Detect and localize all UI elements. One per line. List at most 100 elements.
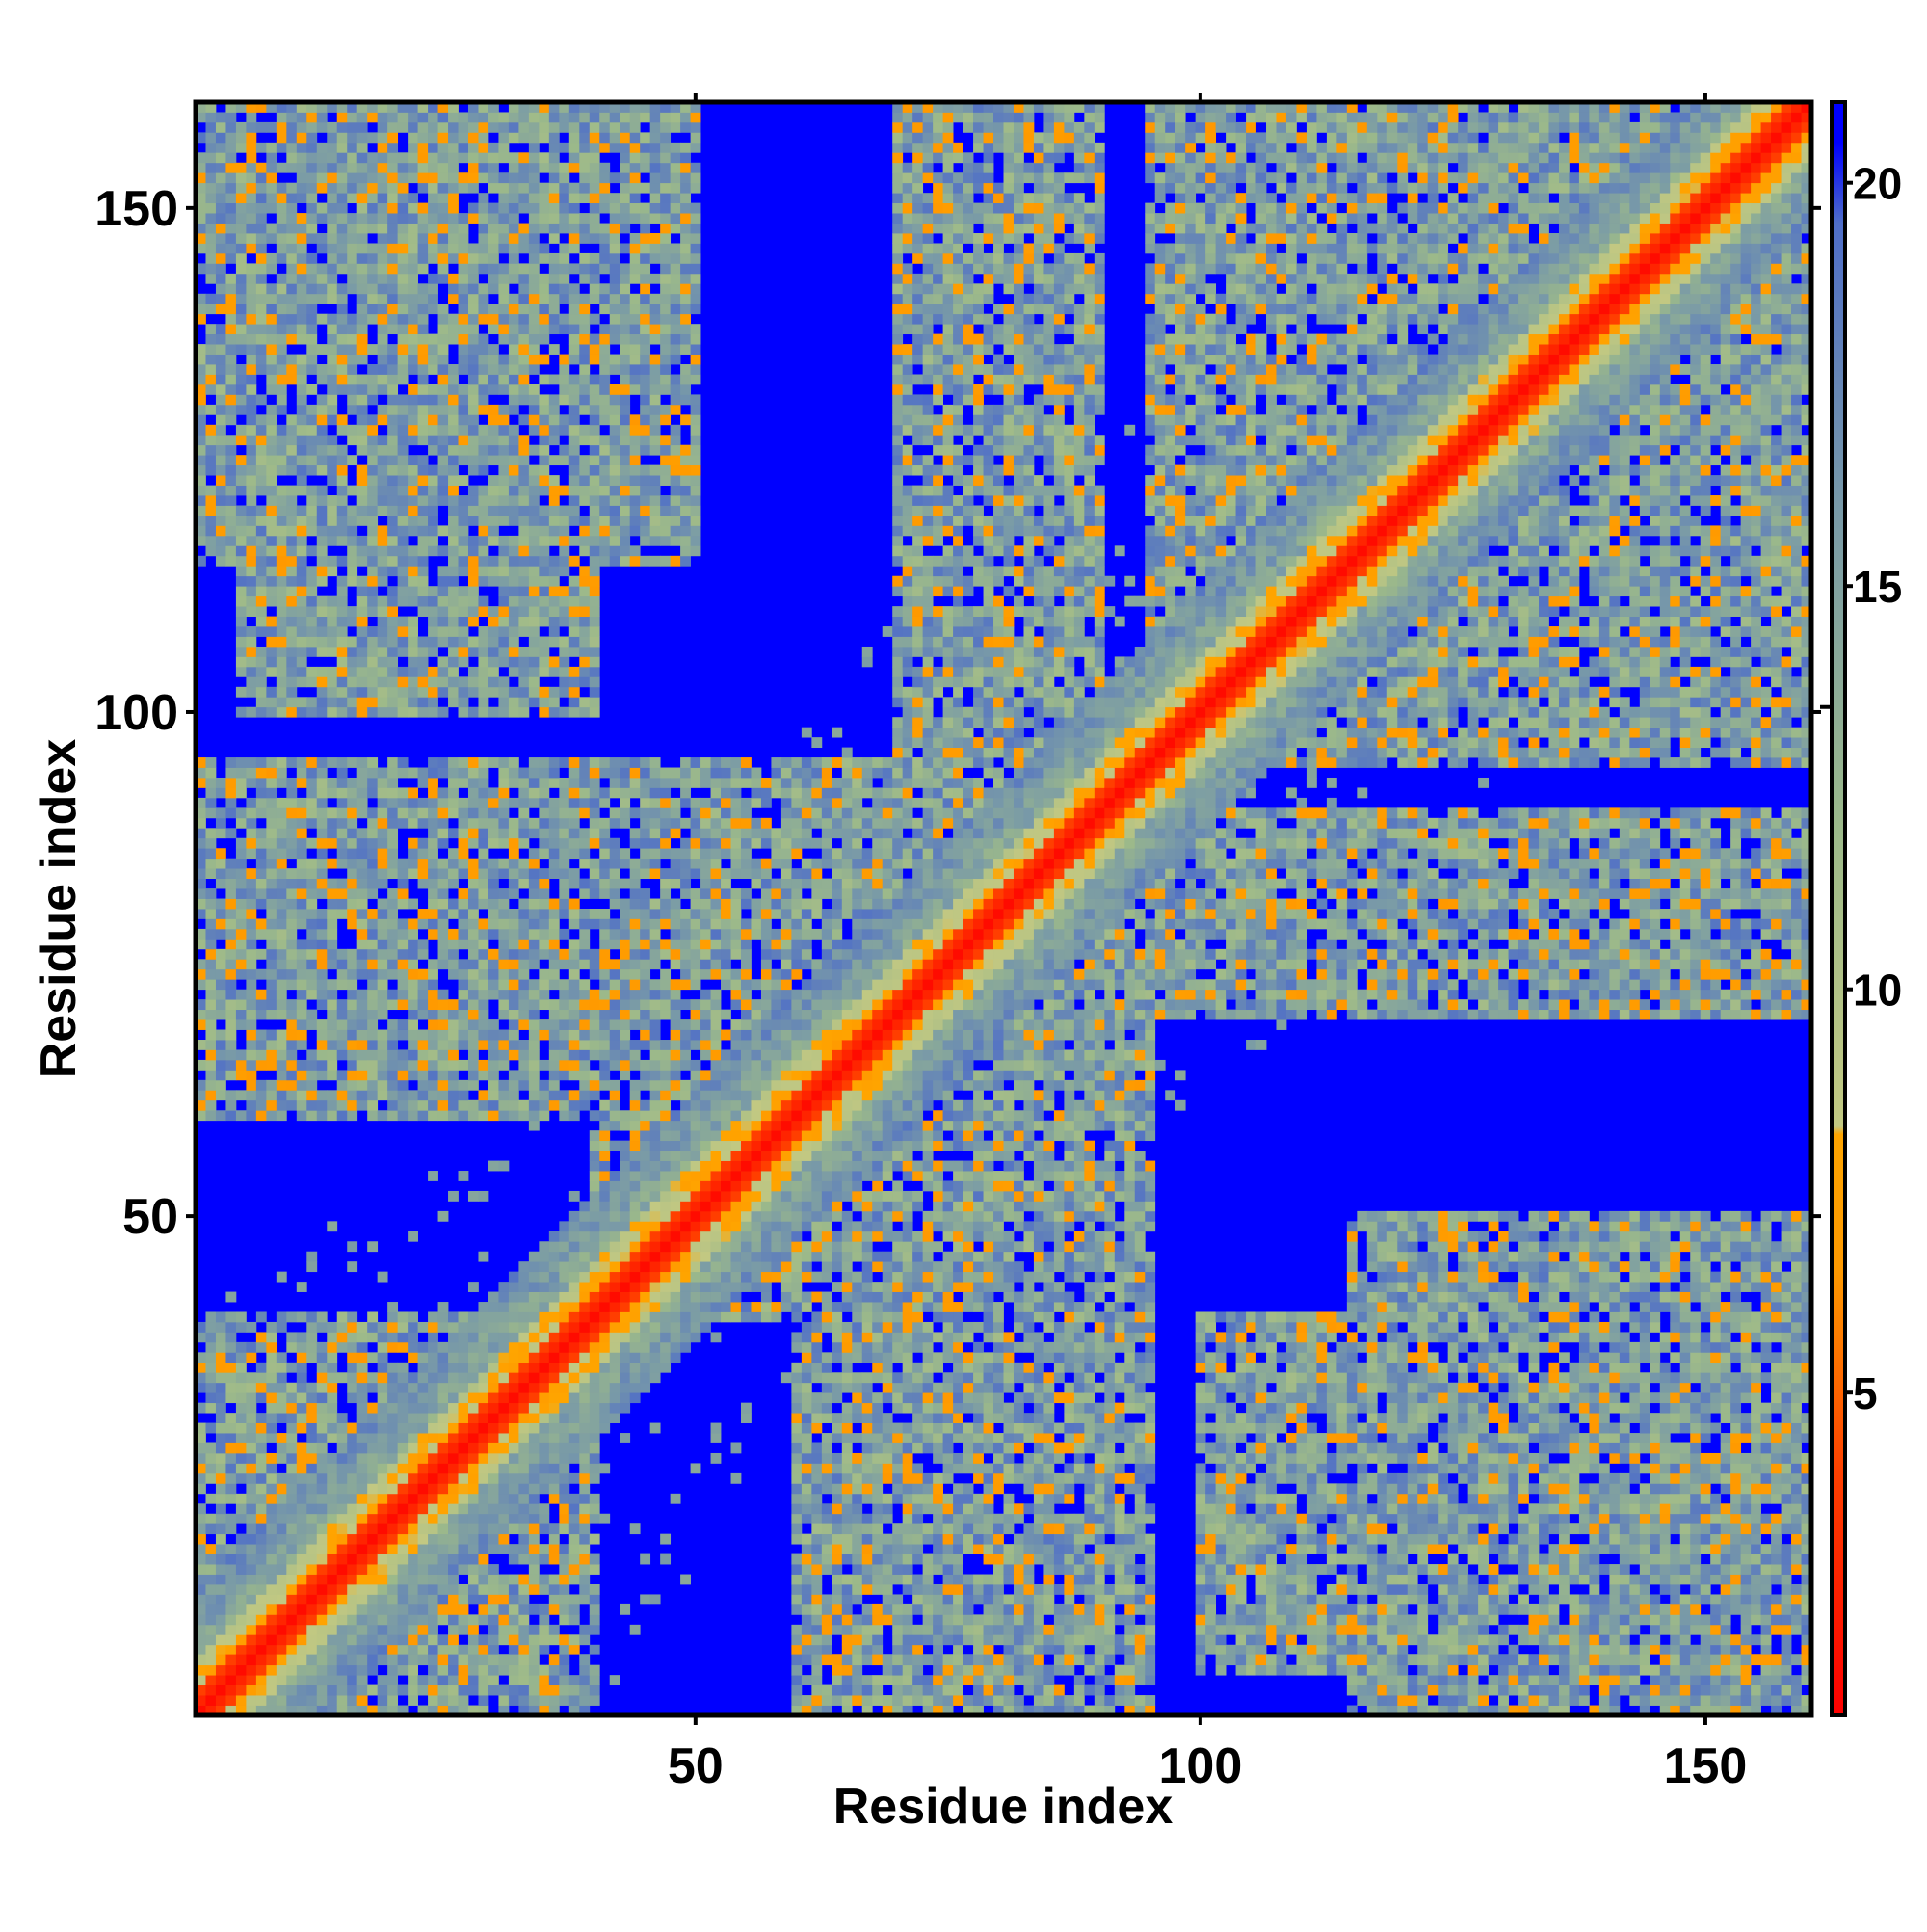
- heatmap-cell: [498, 1624, 510, 1635]
- heatmap-cell: [528, 1321, 540, 1333]
- heatmap-cell: [579, 485, 591, 496]
- heatmap-cell: [498, 1079, 510, 1091]
- heatmap-cell: [327, 566, 338, 577]
- heatmap-cell: [255, 223, 267, 234]
- heatmap-cell: [235, 202, 247, 214]
- heatmap-cell: [437, 364, 449, 375]
- heatmap-cell: [478, 1413, 489, 1423]
- heatmap-cell: [377, 1382, 388, 1393]
- heatmap-cell: [377, 1079, 388, 1091]
- heatmap-cell: [306, 464, 318, 476]
- heatmap-cell: [397, 102, 409, 113]
- heatmap-cell: [205, 344, 217, 355]
- heatmap-cell: [327, 1513, 338, 1524]
- heatmap-cell: [508, 252, 519, 264]
- heatmap-cell: [347, 1634, 358, 1646]
- heatmap-cell: [215, 233, 226, 244]
- heatmap-cell: [367, 475, 379, 486]
- heatmap-cell: [488, 686, 499, 698]
- heatmap-cell: [548, 868, 560, 880]
- heatmap-cell: [448, 414, 459, 426]
- heatmap-cell: [367, 1433, 379, 1443]
- heatmap-cell: [539, 1362, 550, 1373]
- heatmap-cell: [306, 283, 318, 295]
- heatmap-cell: [276, 233, 287, 244]
- heatmap-cell: [579, 1090, 591, 1101]
- heatmap-cell: [528, 475, 540, 486]
- heatmap-cell: [458, 404, 469, 415]
- heatmap-cell: [306, 121, 318, 133]
- heatmap-cell: [589, 273, 600, 284]
- heatmap-cell: [225, 989, 237, 1000]
- heatmap-cell: [437, 1654, 449, 1666]
- heatmap-cell: [306, 566, 318, 577]
- heatmap-cell: [377, 939, 388, 950]
- heatmap-cell: [286, 1341, 298, 1353]
- heatmap-cell: [347, 959, 358, 970]
- heatmap-cell: [296, 394, 307, 406]
- heatmap-cell: [478, 898, 489, 910]
- heatmap-cell: [428, 697, 438, 708]
- heatmap-cell: [478, 939, 489, 950]
- heatmap-cell: [397, 233, 409, 244]
- heatmap-cell: [327, 1654, 338, 1666]
- heatmap-cell: [498, 1695, 510, 1706]
- heatmap-cell: [387, 1110, 399, 1122]
- heatmap-cell: [316, 182, 328, 194]
- heatmap-cell: [336, 1452, 348, 1464]
- heatmap-cell: [548, 656, 560, 668]
- heatmap-cell: [196, 968, 206, 980]
- heatmap-cell: [387, 525, 399, 537]
- heatmap-cell: [276, 636, 287, 648]
- heatmap-cell: [518, 1040, 530, 1050]
- heatmap-cell: [255, 1705, 267, 1716]
- heatmap-cell: [327, 686, 338, 698]
- heatmap-cell: [336, 1442, 348, 1454]
- heatmap-cell: [397, 1483, 409, 1495]
- heatmap-cell: [408, 767, 418, 779]
- heatmap-cell: [397, 1564, 409, 1575]
- heatmap-cell: [488, 1160, 499, 1172]
- heatmap-cell: [255, 435, 267, 446]
- heatmap-cell: [327, 1392, 338, 1404]
- heatmap-cell: [367, 676, 379, 688]
- heatmap-cell: [246, 424, 257, 436]
- heatmap-cell: [246, 535, 257, 546]
- heatmap-cell: [196, 1059, 206, 1071]
- heatmap-cell: [548, 1634, 560, 1646]
- heatmap-cell: [387, 566, 399, 577]
- heatmap-cell: [377, 686, 388, 698]
- heatmap-cell: [408, 1634, 418, 1646]
- heatmap-cell: [327, 606, 338, 617]
- heatmap-cell: [458, 817, 469, 829]
- heatmap-cell: [196, 1433, 206, 1443]
- heatmap-cell: [408, 1422, 418, 1434]
- heatmap-cell: [387, 1574, 399, 1585]
- heatmap-cell: [548, 414, 560, 426]
- heatmap-cell: [266, 545, 277, 557]
- heatmap-cell: [508, 273, 519, 284]
- heatmap-cell: [356, 918, 368, 930]
- heatmap-cell: [225, 1321, 237, 1333]
- heatmap-cell: [539, 273, 550, 284]
- heatmap-cell: [276, 1705, 287, 1716]
- heatmap-cell: [478, 767, 489, 779]
- heatmap-cell: [467, 777, 479, 788]
- heatmap-cell: [327, 444, 338, 456]
- heatmap-cell: [377, 959, 388, 970]
- heatmap-cell: [306, 333, 318, 345]
- heatmap-cell: [296, 1603, 307, 1615]
- heatmap-cell: [347, 1341, 358, 1353]
- heatmap-cell: [599, 1341, 611, 1353]
- heatmap-cell: [579, 989, 591, 1000]
- heatmap-cell: [397, 213, 409, 224]
- heatmap-cell: [367, 1583, 379, 1595]
- heatmap-cell: [559, 1433, 570, 1443]
- heatmap-cell: [548, 1544, 560, 1554]
- heatmap-cell: [498, 959, 510, 970]
- heatmap-cell: [599, 1261, 611, 1273]
- heatmap-cell: [327, 1684, 338, 1696]
- heatmap-cell: [539, 979, 550, 991]
- heatmap-cell: [225, 313, 237, 325]
- heatmap-cell: [467, 1513, 479, 1524]
